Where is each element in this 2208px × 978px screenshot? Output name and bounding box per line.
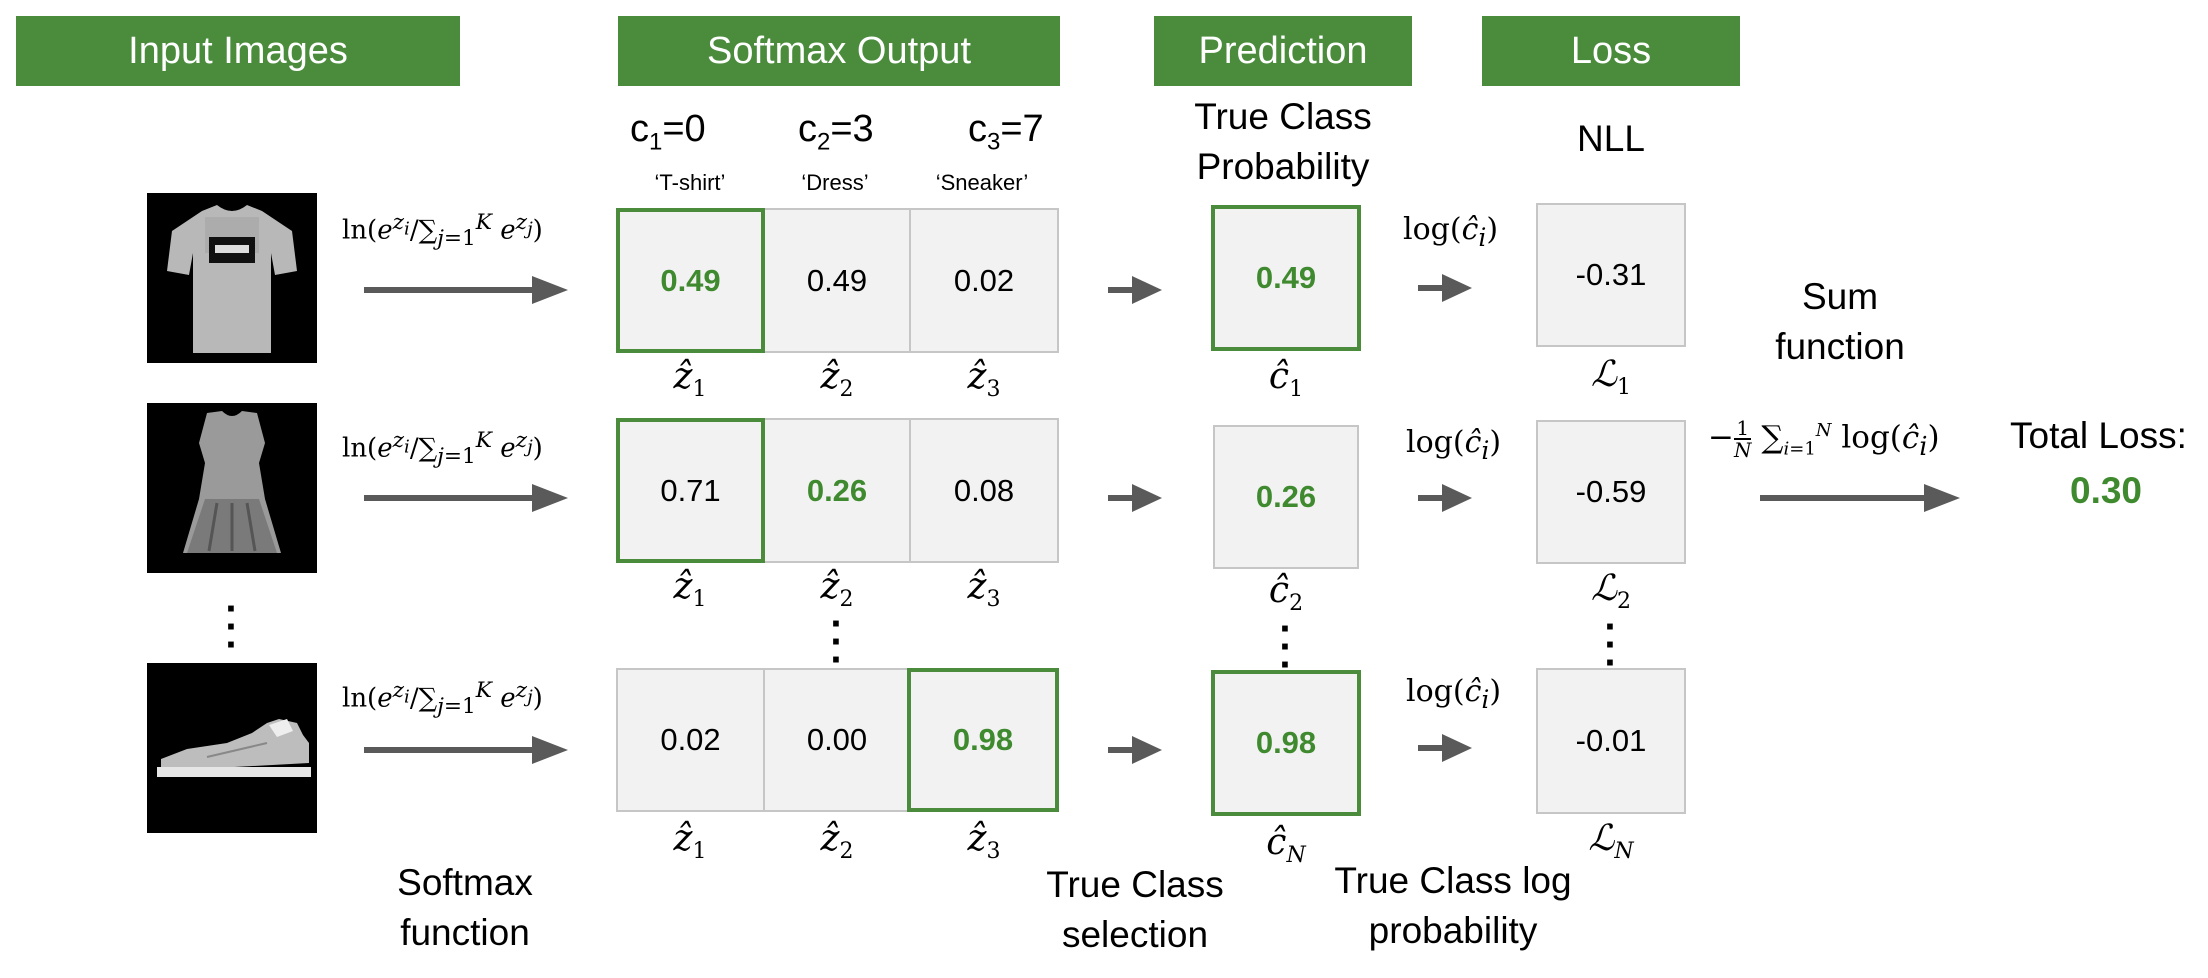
header-loss: Loss [1482, 16, 1740, 86]
class-name-1: ‘T-shirt’ [654, 170, 726, 195]
sneaker-icon [147, 663, 317, 833]
loss-cell-1: -0.31 [1536, 203, 1686, 347]
prob-cell-r2-c3: 0.08 [909, 418, 1059, 563]
total-loss-value: 0.30 [2070, 470, 2143, 511]
pred-cell-3: 0.98 [1211, 670, 1361, 816]
loss-label-1: ℒ1 [1591, 354, 1631, 401]
zhat-label-r2-c1: ẑ1 [673, 566, 707, 613]
prob-cell-r3-c2: 0.00 [763, 668, 911, 812]
ellipsis-prediction: · · · [1279, 607, 1293, 687]
zhat-label-r1-c3: ẑ3 [967, 356, 1001, 403]
log-arrow-1 [1418, 274, 1472, 302]
zhat-label-r2-c3: ẑ3 [967, 566, 1001, 613]
input-image-sneaker [147, 663, 317, 833]
pred-cell-1: 0.49 [1211, 205, 1361, 351]
true-class-probability-title: True Class Probability [1194, 96, 1372, 187]
ellipsis-softmax: · · · [830, 602, 844, 682]
dress-icon [147, 403, 317, 573]
selection-arrow-3 [1108, 736, 1162, 764]
total-loss-label: Total Loss: [2010, 415, 2187, 456]
ellipsis-images: · · · [225, 587, 239, 667]
zhat-label-r3-c3: ẑ3 [967, 818, 1001, 865]
sum-formula: −1 N ∑i=1N log(ĉi) [1708, 416, 1940, 462]
log-formula-2: log(ĉi) [1406, 425, 1502, 465]
header-prediction: Prediction [1154, 16, 1412, 86]
true-class-log-probability-label: True Class log probability [1334, 860, 1572, 951]
pred-cell-2: 0.26 [1213, 425, 1359, 569]
zhat-label-r3-c1: ẑ1 [673, 818, 707, 865]
loss-label-3: ℒN [1588, 818, 1634, 865]
log-formula-3: log(ĉi) [1406, 674, 1502, 714]
input-image-tshirt [147, 193, 317, 363]
prob-cell-r1-c1: 0.49 [616, 208, 765, 353]
selection-arrow-1 [1108, 276, 1162, 304]
class-name-2: ‘Dress’ [801, 170, 869, 195]
zhat-label-r2-c2: ẑ2 [820, 566, 854, 613]
nll-title: NLL [1577, 118, 1645, 159]
input-image-dress [147, 403, 317, 573]
sum-function-label: Sum function [1775, 276, 1905, 367]
log-arrow-2 [1418, 484, 1472, 512]
tshirt-icon [147, 193, 317, 363]
prob-cell-r1-c2: 0.49 [763, 208, 911, 353]
loss-label-2: ℒ2 [1591, 568, 1631, 615]
chat-label-1: ĉ1 [1268, 356, 1304, 403]
class-header-2: c2=3 [798, 108, 874, 156]
chat-label-2: ĉ2 [1268, 570, 1304, 617]
softmax-formula-1: ln(ezi/∑j=1K ezj) [342, 210, 543, 251]
softmax-arrow-1 [364, 276, 568, 304]
softmax-formula-2: ln(ezi/∑j=1K ezj) [342, 428, 543, 469]
sum-arrow [1760, 484, 1960, 512]
prob-cell-r1-c3: 0.02 [909, 208, 1059, 353]
zhat-label-r3-c2: ẑ2 [820, 818, 854, 865]
prob-cell-r2-c2: 0.26 [763, 418, 911, 563]
prob-cell-r3-c3: 0.98 [907, 668, 1059, 812]
selection-arrow-2 [1108, 484, 1162, 512]
chat-label-3: ĉN [1266, 822, 1306, 869]
header-input-images: Input Images [16, 16, 460, 86]
ellipsis-loss: · · · [1604, 605, 1618, 685]
zhat-label-r1-c1: ẑ1 [673, 356, 707, 403]
class-name-3: ‘Sneaker’ [935, 170, 1029, 195]
prob-cell-r3-c1: 0.02 [616, 668, 765, 812]
log-formula-1: log(ĉi) [1403, 212, 1499, 252]
class-header-3: c3=7 [968, 108, 1044, 156]
loss-cell-3: -0.01 [1536, 668, 1686, 814]
header-softmax-output: Softmax Output [618, 16, 1060, 86]
softmax-function-label: Softmax function [397, 862, 533, 953]
softmax-arrow-3 [364, 736, 568, 764]
class-header-1: c1=0 [630, 108, 706, 156]
log-arrow-3 [1418, 734, 1472, 762]
true-class-selection-label: True Class selection [1046, 864, 1224, 955]
prob-cell-r2-c1: 0.71 [616, 418, 765, 563]
softmax-arrow-2 [364, 484, 568, 512]
loss-cell-2: -0.59 [1536, 420, 1686, 564]
softmax-formula-3: ln(ezi/∑j=1K ezj) [342, 678, 543, 719]
zhat-label-r1-c2: ẑ2 [820, 356, 854, 403]
